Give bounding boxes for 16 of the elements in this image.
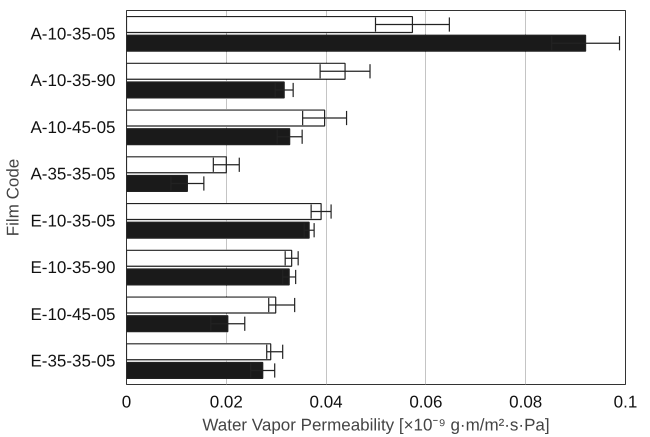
y-tick-label: A-10-35-05 bbox=[30, 24, 116, 44]
x-tick-label: 0.06 bbox=[409, 392, 442, 412]
y-tick-label: E-10-35-90 bbox=[30, 258, 116, 278]
y-tick-label: E-10-45-05 bbox=[30, 304, 116, 324]
x-tick-label: 0.1 bbox=[614, 392, 638, 412]
y-tick-label: A-10-45-05 bbox=[30, 118, 116, 137]
x-tick-label: 0.04 bbox=[310, 392, 343, 412]
x-tick-label: 0.02 bbox=[210, 392, 243, 412]
x-tick-label: 0 bbox=[122, 392, 132, 412]
y-tick-label: E-10-35-05 bbox=[30, 211, 116, 230]
x-tick-label: 0.08 bbox=[509, 392, 542, 412]
y-tick-label: E-35-35-05 bbox=[30, 352, 116, 371]
x-axis-title: Water Vapor Permeability [×10⁻⁹ g·m/m²·s·Pa] bbox=[202, 416, 550, 434]
y-axis-title: Film Code bbox=[3, 158, 22, 236]
y-tick-label: A-10-35-90 bbox=[30, 71, 116, 90]
y-tick-label: A-35-35-05 bbox=[30, 164, 116, 184]
